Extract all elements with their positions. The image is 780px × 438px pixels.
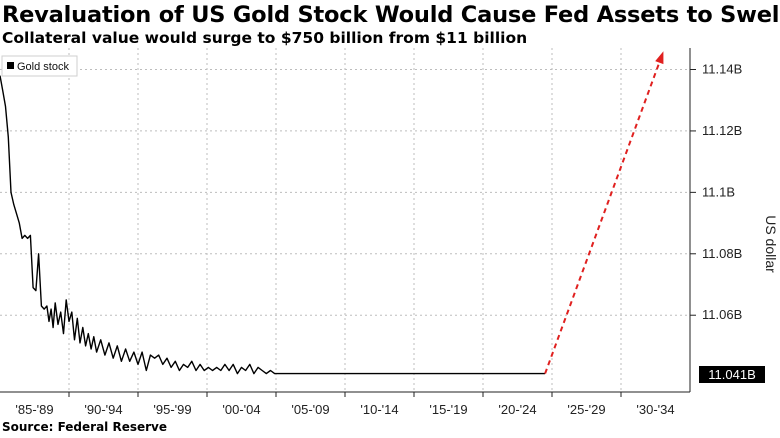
projection-dashed-line bbox=[544, 53, 664, 374]
source-note: Source: Federal Reserve bbox=[2, 420, 167, 434]
legend-label: Gold stock bbox=[17, 61, 69, 73]
last-value-label: 11.041B bbox=[708, 367, 755, 382]
y-axis-ticks: 11.06B 11.08B 11.1B 11.12B 11.14B bbox=[690, 62, 742, 322]
y-tick-label: 11.14B bbox=[702, 62, 742, 77]
x-tick-label: '00-'04 bbox=[222, 402, 260, 417]
last-value-badge-bg bbox=[699, 366, 765, 383]
legend-swatch bbox=[7, 62, 14, 69]
x-tick-label: '30-'34 bbox=[636, 402, 674, 417]
x-tick-label: '25-'29 bbox=[567, 402, 605, 417]
y-axis-label: US dollar bbox=[763, 215, 779, 273]
y-tick-label: 11.1B bbox=[702, 184, 735, 199]
legend-box bbox=[1, 55, 78, 77]
projection-arrowhead bbox=[655, 51, 664, 65]
x-tick-label: '20-'24 bbox=[498, 402, 536, 417]
y-tick-label: 11.06B bbox=[702, 307, 742, 322]
x-tick-label: '10-'14 bbox=[360, 402, 398, 417]
chart-subtitle: Collateral value would surge to $750 bil… bbox=[2, 29, 528, 47]
legend: Gold stock bbox=[1, 55, 78, 77]
x-tick-label: '90-'94 bbox=[84, 402, 122, 417]
x-axis-ticks: '85-'89 '90-'94 '95-'99 '00-'04 '05-'09 '10-'… bbox=[15, 392, 675, 417]
last-value-badge: 11.041B bbox=[699, 366, 765, 383]
gridlines bbox=[0, 48, 690, 392]
x-tick-label: '85-'89 bbox=[15, 402, 53, 417]
y-tick-label: 11.12B bbox=[702, 123, 742, 138]
x-tick-label: '95-'99 bbox=[153, 402, 191, 417]
chart-title: Revaluation of US Gold Stock Would Cause… bbox=[2, 2, 780, 28]
series-layer bbox=[0, 51, 664, 375]
x-tick-label: '15-'19 bbox=[429, 402, 467, 417]
gold-stock-line bbox=[0, 75, 546, 375]
y-tick-label: 11.08B bbox=[702, 246, 742, 261]
x-tick-label: '05-'09 bbox=[291, 402, 329, 417]
